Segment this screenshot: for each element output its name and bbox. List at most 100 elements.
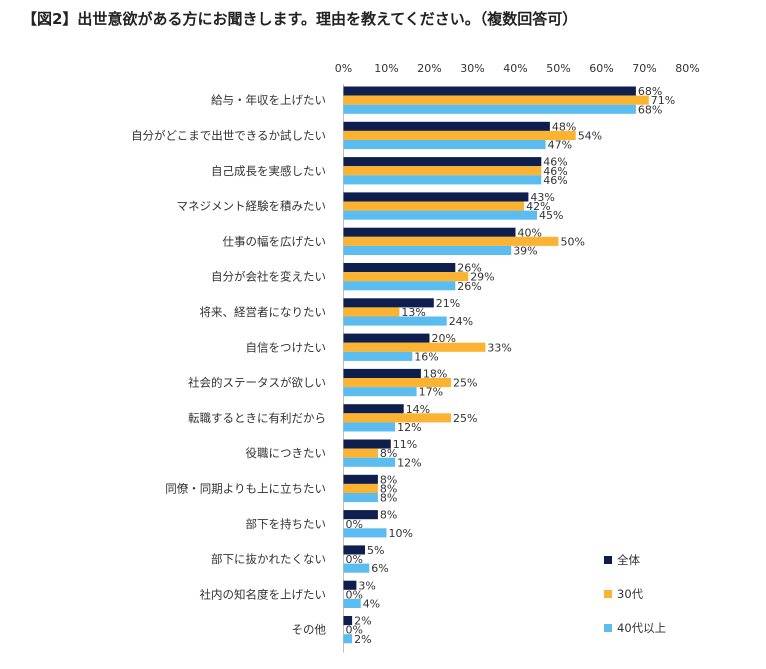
bar-全体 bbox=[343, 192, 529, 202]
data-label: 68% bbox=[638, 103, 662, 116]
bar-全体 bbox=[343, 121, 550, 131]
data-label: 8% bbox=[380, 483, 397, 496]
bar-全体 bbox=[343, 439, 391, 449]
category-label: 自信をつけたい bbox=[246, 340, 327, 354]
data-label: 50% bbox=[561, 235, 585, 248]
bar-40代以上 bbox=[343, 210, 537, 220]
legend-swatch bbox=[604, 590, 612, 598]
bar-全体 bbox=[343, 333, 430, 343]
data-label: 4% bbox=[363, 598, 380, 611]
data-label: 24% bbox=[449, 315, 473, 328]
bar-30代 bbox=[343, 413, 451, 423]
data-label: 11% bbox=[393, 438, 417, 451]
bar-40代以上 bbox=[343, 351, 413, 361]
legend-swatch bbox=[604, 556, 612, 564]
bar-40代以上 bbox=[343, 175, 542, 185]
data-label: 33% bbox=[487, 341, 511, 354]
bar-40代以上 bbox=[343, 598, 361, 608]
category-label: 将来、経営者になりたい bbox=[200, 305, 327, 319]
x-tick-label: 20% bbox=[417, 62, 441, 75]
data-label: 8% bbox=[380, 509, 397, 522]
data-label: 10% bbox=[389, 527, 413, 540]
category-label: 仕事の幅を広げたい bbox=[223, 234, 327, 248]
category-label: 自分が会社を変えたい bbox=[211, 270, 326, 284]
data-label: 8% bbox=[380, 447, 397, 460]
bar-40代以上 bbox=[343, 316, 447, 326]
bar-40代以上 bbox=[343, 104, 636, 114]
chart-title: 【図2】出世意欲がある方にお聞きします。理由を教えてください。（複数回答可） bbox=[22, 10, 578, 28]
x-tick-label: 10% bbox=[374, 62, 398, 75]
legend-label: 40代以上 bbox=[617, 621, 666, 635]
bar-30代 bbox=[343, 307, 400, 317]
data-label: 5% bbox=[367, 544, 384, 557]
data-label: 47% bbox=[548, 139, 572, 152]
x-tick-label: 30% bbox=[460, 62, 484, 75]
bar-全体 bbox=[343, 86, 636, 96]
bar-全体 bbox=[343, 368, 421, 378]
category-label: 転職するときに有利だから bbox=[188, 411, 326, 425]
bar-30代 bbox=[343, 342, 486, 352]
data-label: 25% bbox=[453, 377, 477, 390]
data-label: 21% bbox=[436, 297, 460, 310]
data-label: 40% bbox=[518, 226, 542, 239]
x-tick-label: 40% bbox=[503, 62, 527, 75]
data-label: 45% bbox=[539, 209, 563, 222]
bar-30代 bbox=[343, 378, 451, 388]
x-tick-label: 80% bbox=[675, 62, 699, 75]
data-label: 46% bbox=[543, 156, 567, 169]
category-label: マネジメント経験を積みたい bbox=[177, 199, 327, 213]
category-label: 部下に抜かれたくない bbox=[211, 552, 326, 566]
bar-40代以上 bbox=[343, 387, 417, 397]
data-label: 18% bbox=[423, 368, 447, 381]
data-label: 8% bbox=[380, 473, 397, 486]
bar-30代 bbox=[343, 272, 469, 282]
data-label: 46% bbox=[543, 165, 567, 178]
category-label: 役職につきたい bbox=[246, 446, 327, 460]
bar-全体 bbox=[343, 157, 542, 167]
bar-全体 bbox=[343, 616, 353, 626]
category-label: 給与・年収を上げたい bbox=[211, 93, 326, 107]
data-label: 8% bbox=[380, 492, 397, 505]
bar-30代 bbox=[343, 483, 378, 493]
bar-40代以上 bbox=[343, 281, 456, 291]
data-label: 42% bbox=[526, 200, 550, 213]
bar-40代以上 bbox=[343, 563, 370, 573]
data-label: 68% bbox=[638, 85, 662, 98]
bar-40代以上 bbox=[343, 245, 512, 255]
bar-40代以上 bbox=[343, 140, 546, 150]
bar-40代以上 bbox=[343, 528, 387, 538]
category-label: 自分がどこまで出世できるか試したい bbox=[131, 128, 326, 142]
data-label: 29% bbox=[470, 271, 494, 284]
category-label: 自己成長を実感したい bbox=[211, 164, 326, 178]
data-label: 3% bbox=[358, 579, 375, 592]
category-label: 社会的ステータスが欲しい bbox=[188, 376, 326, 390]
x-tick-label: 70% bbox=[632, 62, 656, 75]
data-label: 16% bbox=[414, 350, 438, 363]
bar-30代 bbox=[343, 201, 525, 211]
legend-label: 30代 bbox=[617, 587, 644, 601]
bar-全体 bbox=[343, 474, 378, 484]
data-label: 0% bbox=[346, 588, 363, 601]
legend-label: 全体 bbox=[617, 553, 640, 567]
bar-全体 bbox=[343, 580, 357, 590]
data-label: 2% bbox=[354, 615, 371, 628]
category-label: 同僚・同期よりも上に立ちたい bbox=[165, 481, 326, 495]
bar-40代以上 bbox=[343, 422, 396, 432]
data-label: 12% bbox=[397, 421, 421, 434]
bar-全体 bbox=[343, 263, 456, 273]
data-label: 0% bbox=[346, 553, 363, 566]
x-tick-label: 50% bbox=[546, 62, 570, 75]
legend-swatch bbox=[604, 624, 612, 632]
bar-30代 bbox=[343, 236, 559, 246]
bar-30代 bbox=[343, 166, 542, 176]
bar-全体 bbox=[343, 404, 404, 414]
data-label: 0% bbox=[346, 518, 363, 531]
data-label: 26% bbox=[457, 262, 481, 275]
data-label: 26% bbox=[457, 280, 481, 293]
bar-全体 bbox=[343, 510, 378, 520]
bar-全体 bbox=[343, 545, 365, 555]
data-label: 71% bbox=[651, 94, 675, 107]
bar-30代 bbox=[343, 95, 649, 105]
data-label: 0% bbox=[346, 624, 363, 637]
